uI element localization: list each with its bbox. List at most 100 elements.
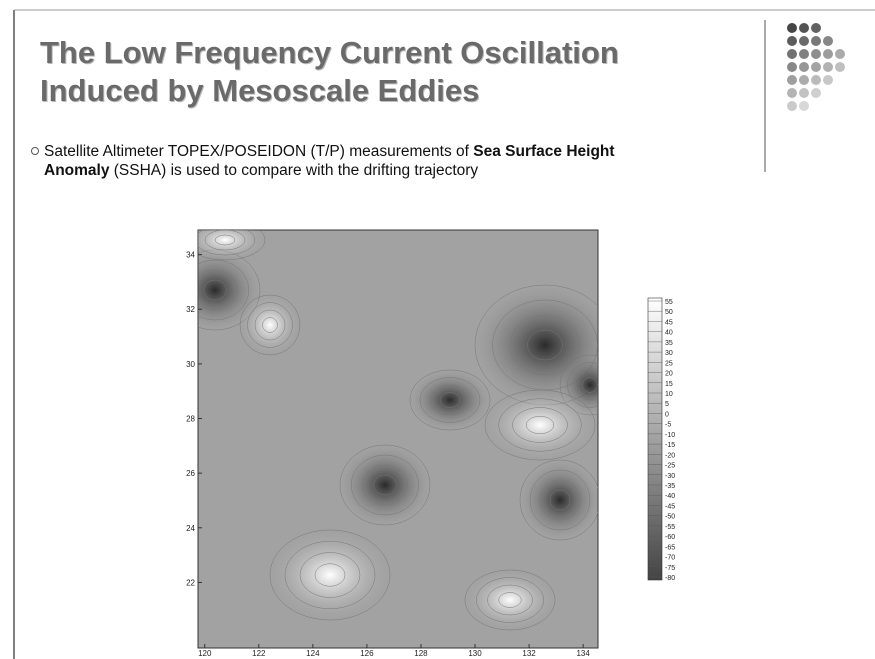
- x-tick-label: 120: [198, 649, 212, 658]
- contour-line: [198, 259, 249, 321]
- dot: [787, 101, 797, 111]
- colorbar-label: 50: [665, 309, 673, 316]
- contour-line: [198, 230, 256, 256]
- dot: [823, 49, 833, 59]
- contour-line: [198, 269, 238, 311]
- eddy: [340, 445, 430, 525]
- colorbar-label: 5: [665, 401, 669, 408]
- contour-line: [419, 377, 481, 423]
- dot: [787, 23, 797, 33]
- x-tick-label: 122: [252, 649, 266, 658]
- dot: [787, 88, 797, 98]
- bold-text: Sea Surface Height Anomaly: [44, 143, 615, 179]
- colorbar-label: 30: [665, 350, 673, 357]
- colorbar-label: -5: [665, 422, 671, 429]
- contour-line: [567, 362, 598, 408]
- dot: [799, 36, 809, 46]
- colorbar-label: -60: [665, 534, 675, 541]
- contour-line: [574, 369, 598, 401]
- slide-title: The Low Frequency Current Oscillation In…: [40, 35, 619, 108]
- colorbar-label: -80: [665, 575, 675, 582]
- contour-line: [487, 584, 533, 616]
- dot: [823, 36, 833, 46]
- x-tick-label: 128: [414, 649, 428, 658]
- contour-line: [527, 329, 563, 361]
- colorbar: [647, 297, 663, 581]
- x-tick-label: 132: [522, 649, 536, 658]
- x-tick-label: 124: [306, 649, 320, 658]
- contour-line: [476, 577, 544, 623]
- eddy: [520, 460, 598, 540]
- contour-line: [549, 489, 571, 511]
- contour-line: [203, 279, 227, 301]
- contour-line: [239, 294, 301, 356]
- colorbar-label: -40: [665, 493, 675, 500]
- contour-line: [498, 398, 582, 452]
- dot: [811, 49, 821, 59]
- eddy: [270, 530, 390, 620]
- contour-line: [539, 479, 581, 521]
- contour-line: [429, 384, 471, 416]
- dot: [823, 62, 833, 72]
- contour-line: [314, 563, 346, 587]
- contour-line: [582, 377, 598, 393]
- text: Satellite Altimeter TOPEX/POSEIDON (T/P)…: [44, 143, 474, 160]
- dot: [835, 49, 845, 59]
- dot: [787, 49, 797, 59]
- x-tick-label: 130: [468, 649, 482, 658]
- eddy: [485, 390, 595, 460]
- eddy: [240, 295, 300, 355]
- colorbar-label: -15: [665, 442, 675, 449]
- colorbar-label: -65: [665, 544, 675, 551]
- colorbar-label: 40: [665, 330, 673, 337]
- eddy: [465, 570, 555, 630]
- dot: [799, 49, 809, 59]
- colorbar-label: 25: [665, 360, 673, 367]
- dot: [835, 62, 845, 72]
- dot: [799, 75, 809, 85]
- colorbar-label: -20: [665, 452, 675, 459]
- contour-line: [439, 392, 461, 408]
- colorbar-label: 55: [665, 299, 673, 306]
- text: (SSHA) is used to compare with the drift…: [109, 162, 479, 179]
- colorbar-label: 15: [665, 381, 673, 388]
- y-tick-label: 26: [186, 469, 195, 478]
- contour-line: [498, 592, 522, 608]
- contour-line: [464, 569, 556, 631]
- colorbar-label: 20: [665, 371, 673, 378]
- y-tick-label: 24: [186, 524, 195, 533]
- colorbar-label: 45: [665, 319, 673, 326]
- eddy: [410, 370, 490, 430]
- contour-line: [484, 389, 596, 461]
- contour-line: [512, 407, 568, 443]
- dot: [799, 88, 809, 98]
- dot: [811, 62, 821, 72]
- colorbar-label: 0: [665, 411, 669, 418]
- colorbar-label: -45: [665, 503, 675, 510]
- contour-line: [262, 317, 278, 333]
- colorbar-label: -35: [665, 483, 675, 490]
- dot: [787, 75, 797, 85]
- contour-line: [254, 309, 286, 341]
- colorbar-label: -70: [665, 555, 675, 562]
- contour-line: [247, 302, 293, 348]
- y-tick-label: 22: [186, 578, 195, 587]
- y-tick-label: 30: [186, 360, 195, 369]
- x-tick-label: 134: [576, 649, 590, 658]
- contour-line: [373, 474, 397, 496]
- contour-line: [214, 234, 236, 246]
- dot: [811, 23, 821, 33]
- colorbar-label: 35: [665, 340, 673, 347]
- colorbar-label: -10: [665, 432, 675, 439]
- dot: [799, 101, 809, 111]
- colorbar-label: -25: [665, 463, 675, 470]
- colorbar-label: -30: [665, 473, 675, 480]
- dot: [811, 75, 821, 85]
- decorative-dots: [787, 23, 845, 111]
- bullet-text: Satellite Altimeter TOPEX/POSEIDON (T/P)…: [31, 142, 664, 180]
- colorbar-label: 10: [665, 391, 673, 398]
- contour-line: [519, 459, 598, 541]
